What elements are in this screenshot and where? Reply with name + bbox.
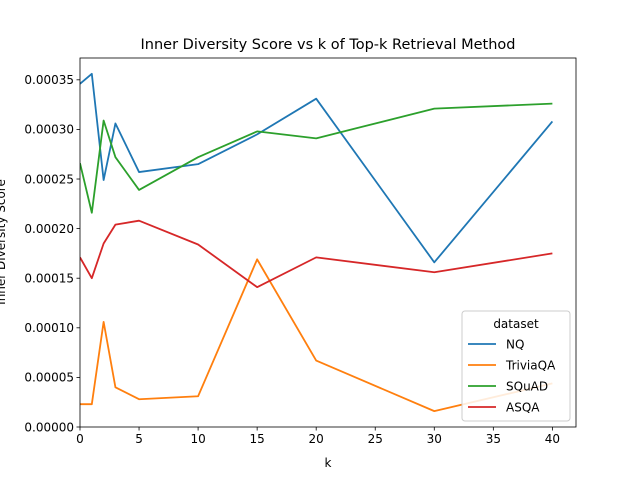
y-axis-label: Inner Diversity Score bbox=[0, 179, 8, 305]
y-tick-label: 0.00020 bbox=[24, 222, 74, 236]
legend-label-nq: NQ bbox=[506, 337, 524, 351]
x-tick-label: 10 bbox=[190, 432, 205, 446]
x-axis: 0 5 10 15 20 25 30 35 40 bbox=[76, 427, 560, 446]
x-tick-label: 30 bbox=[427, 432, 442, 446]
x-tick-label: 5 bbox=[135, 432, 143, 446]
series-line-asqa bbox=[80, 219, 553, 289]
series-line-triviaqa bbox=[80, 258, 553, 413]
legend-label-triviaqa: TriviaQA bbox=[505, 358, 556, 372]
x-axis-label: k bbox=[325, 456, 332, 470]
chart-title: Inner Diversity Score vs k of Top-k Retr… bbox=[141, 37, 516, 53]
series-line-squad bbox=[80, 102, 553, 214]
y-tick-label: 0.00000 bbox=[24, 420, 74, 434]
x-tick-label: 15 bbox=[250, 432, 265, 446]
x-tick-label: 20 bbox=[309, 432, 324, 446]
legend: dataset NQ TriviaQA SQuAD ASQA bbox=[461, 310, 571, 422]
y-axis: 0.00000 0.00005 0.00010 0.00015 0.00020 0.000… bbox=[24, 73, 80, 434]
y-tick-label: 0.00030 bbox=[24, 123, 74, 137]
legend-title: dataset bbox=[493, 317, 539, 331]
y-tick-label: 0.00015 bbox=[24, 272, 74, 286]
series-line-nq bbox=[80, 72, 554, 264]
y-tick-label: 0.00035 bbox=[24, 73, 74, 87]
legend-label-asqa: ASQA bbox=[506, 400, 540, 414]
x-tick-label: 35 bbox=[486, 432, 501, 446]
y-tick-label: 0.00025 bbox=[24, 172, 74, 186]
plot-area bbox=[79, 57, 577, 428]
x-tick-label: 40 bbox=[545, 432, 560, 446]
legend-label-squad: SQuAD bbox=[506, 379, 548, 393]
axes-frame bbox=[79, 57, 577, 428]
y-tick-label: 0.00005 bbox=[24, 371, 74, 385]
legend-box bbox=[461, 310, 571, 422]
y-tick-label: 0.00010 bbox=[24, 321, 74, 335]
x-tick-label: 25 bbox=[368, 432, 383, 446]
x-tick-label: 0 bbox=[76, 432, 84, 446]
